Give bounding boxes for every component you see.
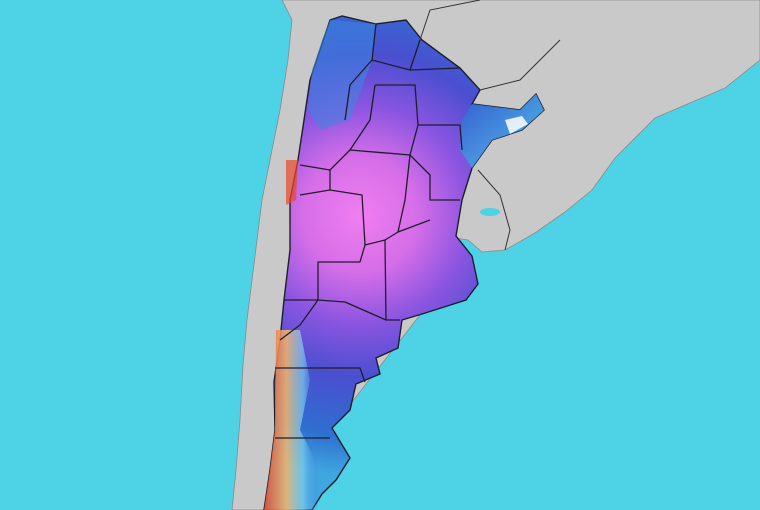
province-border [364, 219, 431, 246]
province-border [344, 23, 377, 121]
north-andes [308, 20, 376, 130]
river-estuary [480, 208, 500, 216]
province-border [409, 67, 461, 71]
province-border [275, 367, 366, 383]
country-border [419, 0, 481, 41]
cold-spot [505, 116, 528, 134]
northeast-region [460, 94, 544, 168]
country-border [477, 169, 511, 251]
west-warm [286, 160, 298, 205]
country-border [479, 39, 561, 91]
province-border [317, 189, 366, 300]
province-border [279, 299, 319, 341]
south-andes [264, 330, 320, 510]
province-border [284, 299, 387, 321]
province-border [397, 154, 411, 233]
province-border [409, 154, 460, 201]
